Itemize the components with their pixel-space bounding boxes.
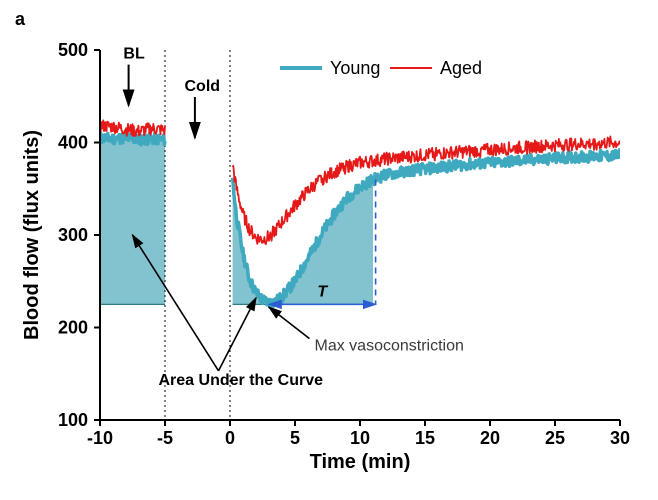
- xtick-label: 15: [415, 428, 435, 448]
- maxvaso-label: Max vasoconstriction: [315, 338, 464, 355]
- ytick-label: 100: [58, 410, 88, 430]
- ytick-label: 200: [58, 318, 88, 338]
- ytick-label: 300: [58, 225, 88, 245]
- chart-container: a T -10 -5 0 5 10 15 20 25 30 100 200 300 400 500 Time (…: [0, 0, 658, 500]
- xtick-label: 5: [290, 428, 300, 448]
- y-axis-title: Blood flow (flux units): [21, 130, 43, 340]
- cold-label: Cold: [185, 78, 221, 95]
- xtick-label: 25: [545, 428, 565, 448]
- xtick-label: 0: [225, 428, 235, 448]
- ytick-label: 500: [58, 40, 88, 60]
- xtick-label: 10: [350, 428, 370, 448]
- panel-letter: a: [15, 9, 26, 29]
- t-label: T: [317, 283, 328, 300]
- auc-label: Area Under the Curve: [159, 372, 324, 389]
- xtick-label: -10: [87, 428, 113, 448]
- x-axis-title: Time (min): [310, 451, 411, 473]
- xtick-label: -5: [157, 428, 173, 448]
- ytick-label: 400: [58, 133, 88, 153]
- chart-svg: a T -10 -5 0 5 10 15 20 25 30 100 200 300 400 500 Time (…: [0, 0, 658, 500]
- xtick-label: 20: [480, 428, 500, 448]
- xtick-label: 30: [610, 428, 630, 448]
- auc-fill-0: [100, 138, 165, 304]
- legend-label-young: Young: [330, 58, 380, 78]
- bl-label: BL: [123, 46, 145, 63]
- legend-label-aged: Aged: [440, 58, 482, 78]
